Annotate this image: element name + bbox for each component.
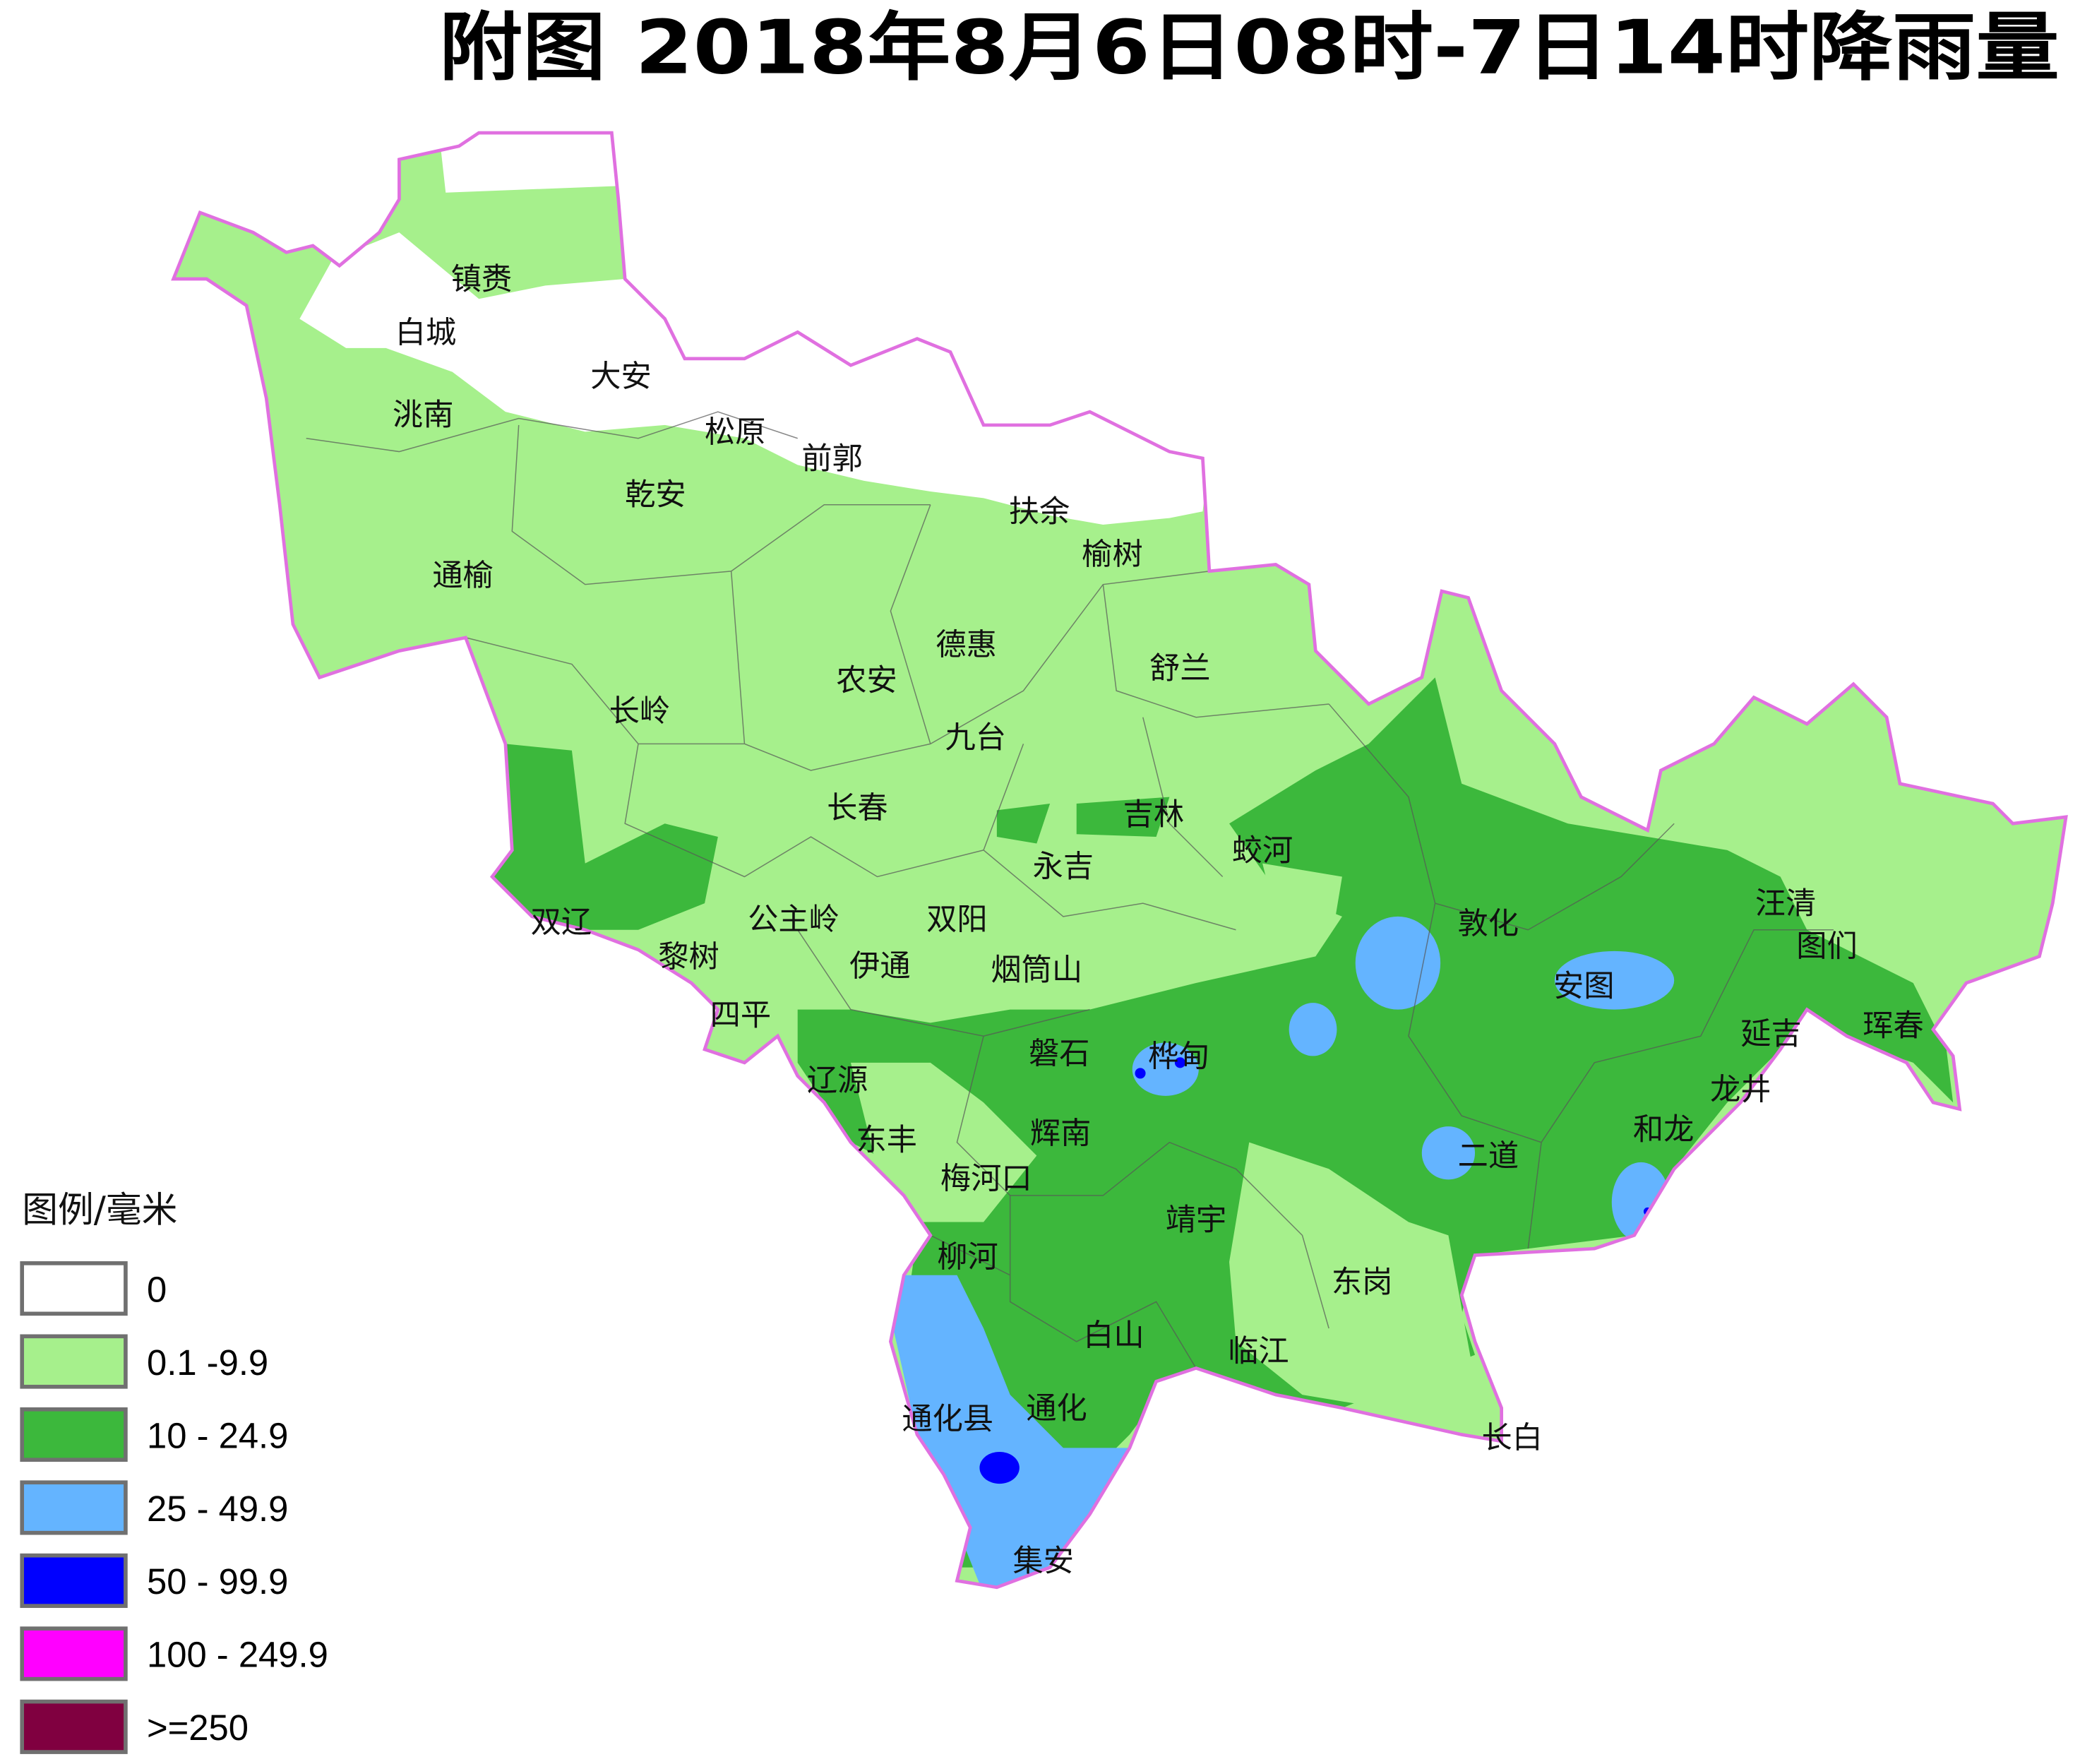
city-label: 柳河 [937, 1239, 998, 1275]
city-label: 安图 [1553, 969, 1615, 1004]
city-label: 敦化 [1458, 906, 1519, 941]
zone-dark-blue [979, 1451, 1020, 1484]
city-label: 辉南 [1030, 1116, 1092, 1152]
legend-item: >=250 [20, 1699, 249, 1754]
city-label: 临江 [1228, 1334, 1289, 1369]
city-label: 辽源 [807, 1063, 868, 1098]
zone-dark-blue [1174, 1057, 1185, 1068]
city-label: 农安 [836, 663, 897, 698]
legend-label: 50 - 99.9 [147, 1561, 288, 1602]
county-borders [306, 411, 1834, 1369]
city-label: 伊通 [849, 949, 911, 984]
zone-blue-patch [1611, 1162, 1670, 1242]
city-label: 东丰 [856, 1123, 917, 1158]
city-label: 长春 [827, 791, 888, 826]
zone-blue-patch [1421, 1126, 1476, 1180]
legend-item: 0 [20, 1261, 167, 1316]
city-label: 白山 [1083, 1318, 1144, 1353]
city-label: 汪清 [1755, 886, 1817, 922]
legend-item: 25 - 49.9 [20, 1480, 288, 1535]
city-label: 延吉 [1740, 1016, 1802, 1051]
city-label: 磐石 [1029, 1037, 1090, 1072]
city-label: 长岭 [609, 693, 671, 729]
zone-blue-patch [1554, 950, 1675, 1010]
city-label: 九台 [945, 720, 1007, 756]
city-label: 洮南 [393, 398, 454, 433]
city-label: 松原 [705, 415, 766, 450]
legend-swatch [20, 1407, 128, 1462]
city-label: 吉林 [1123, 797, 1185, 833]
legend-swatch [20, 1261, 128, 1316]
city-label: 长白 [1481, 1420, 1543, 1455]
city-label: 二道 [1458, 1139, 1519, 1174]
zone-light-green-south [850, 863, 1476, 1408]
city-label: 龙井 [1710, 1072, 1771, 1107]
city-label: 桦甸 [1148, 1039, 1209, 1074]
city-label: 东岗 [1332, 1265, 1393, 1300]
zone-blue-patch [1289, 1003, 1337, 1056]
legend-swatch [20, 1334, 128, 1389]
city-label: 蛟河 [1232, 833, 1293, 869]
city-label: 黎树 [658, 939, 719, 975]
legend-label: 0.1 -9.9 [147, 1342, 268, 1383]
legend-item: 100 - 249.9 [20, 1626, 328, 1681]
city-label: 通榆 [432, 559, 494, 594]
legend-label: 100 - 249.9 [147, 1635, 328, 1675]
map-title: 附图 2018年8月6日08时-7日14时降雨量 [439, 4, 2060, 90]
city-label: 梅河口 [940, 1162, 1032, 1197]
zone-dark-blue [1135, 1068, 1146, 1079]
legend-label: 10 - 24.9 [147, 1415, 288, 1455]
city-label: 榆树 [1082, 537, 1143, 572]
legend-label: >=250 [147, 1708, 249, 1748]
city-label: 公主岭 [748, 902, 839, 938]
city-label: 德惠 [936, 627, 997, 662]
legend-swatch [20, 1480, 128, 1535]
city-label: 双辽 [531, 905, 592, 940]
city-label: 四平 [710, 998, 772, 1033]
legend: 图例/毫米 0 0.1 -9.9 10 - 24.9 25 - 49.9 50 … [20, 1189, 328, 1754]
city-label: 双阳 [926, 902, 988, 938]
city-label: 通化县 [902, 1402, 993, 1437]
zone-dark-green [492, 677, 1954, 1568]
legend-title: 图例/毫米 [22, 1189, 177, 1231]
legend-label: 0 [147, 1269, 167, 1309]
zone-blue-patch [1132, 1042, 1199, 1096]
city-label: 镇赉 [451, 262, 513, 297]
legend-item: 0.1 -9.9 [20, 1334, 268, 1389]
city-label: 和龙 [1633, 1112, 1695, 1148]
legend-swatch [20, 1553, 128, 1608]
legend-swatch [20, 1626, 128, 1681]
city-label: 乾安 [625, 477, 686, 513]
legend-swatch [20, 1699, 128, 1754]
city-label: 通化 [1026, 1391, 1087, 1426]
city-label: 大安 [590, 359, 652, 394]
zone-blue-patch [1355, 916, 1441, 1010]
city-label: 扶余 [1009, 494, 1070, 530]
city-label: 舒兰 [1149, 651, 1211, 686]
city-label: 白城 [395, 315, 457, 350]
legend-item: 50 - 99.9 [20, 1553, 288, 1608]
city-label: 珲春 [1863, 1008, 1924, 1044]
legend-label: 25 - 49.9 [147, 1489, 288, 1529]
city-label: 图们 [1796, 929, 1858, 964]
city-label: 集安 [1012, 1544, 1074, 1579]
city-label: 烟筒山 [991, 953, 1082, 988]
city-label: 前郭 [801, 441, 863, 477]
city-label: 永吉 [1033, 849, 1094, 884]
city-label: 靖宇 [1166, 1203, 1227, 1238]
legend-item: 10 - 24.9 [20, 1407, 288, 1462]
